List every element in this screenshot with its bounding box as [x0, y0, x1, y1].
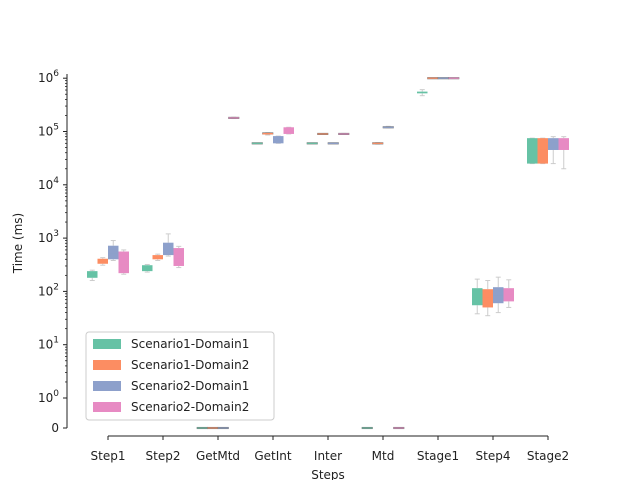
box-Scenario2-Domain2-Mtd — [393, 426, 405, 430]
legend: Scenario1-Domain1 Scenario1-Domain2 Scenar… — [85, 331, 275, 421]
legend-swatch — [93, 360, 121, 370]
box-Scenario1-Domain2-Mtd — [372, 142, 384, 145]
box-Scenario2-Domain2-GetInt — [283, 126, 294, 135]
legend-entry: Scenario1-Domain1 — [131, 337, 249, 351]
y-tick-label: 102 — [38, 282, 59, 298]
box-Scenario1-Domain2-Stage1 — [427, 77, 439, 80]
legend-entry: Scenario2-Domain2 — [131, 400, 249, 414]
box-Scenario1-Domain1-Step1 — [87, 269, 98, 282]
y-tick-label: 103 — [38, 229, 59, 245]
y-tick-label: 100 — [38, 389, 59, 405]
box-Scenario2-Domain1-Stage1 — [437, 77, 449, 80]
box-plot-area — [87, 77, 569, 430]
x-tick-label: Step2 — [146, 449, 181, 463]
legend-entry: Scenario2-Domain1 — [131, 379, 249, 393]
box-Scenario2-Domain2-GetMtd — [228, 116, 240, 120]
y-tick-label: 0 — [51, 421, 59, 435]
box-body — [527, 138, 538, 164]
box-Scenario1-Domain2-GetMtd — [207, 426, 219, 430]
y-tick-label: 105 — [38, 123, 59, 139]
y-axis-title: Time (ms) — [11, 213, 25, 275]
legend-swatch — [93, 339, 121, 349]
y-tick-label: 101 — [38, 336, 59, 352]
x-axis: Step1 Step2 GetMtd GetInt Inter Mtd Stage1 Step… — [91, 435, 569, 463]
x-ticks: Step1 Step2 GetMtd GetInt Inter Mtd Stage1 Step… — [91, 436, 569, 463]
box-Scenario1-Domain1-Step4 — [472, 278, 483, 315]
box-Scenario1-Domain2-Step2 — [152, 253, 163, 261]
box-body — [558, 138, 569, 150]
box-Scenario2-Domain1-Step2 — [163, 233, 174, 257]
box-Scenario2-Domain1-Inter — [327, 142, 339, 145]
box-Scenario1-Domain1-Step2 — [142, 263, 153, 273]
y-tick-label: 104 — [38, 176, 59, 192]
box-body — [173, 248, 184, 266]
box-body — [108, 245, 119, 260]
x-tick-label: Stage1 — [417, 449, 459, 463]
y-tick-label: 106 — [38, 69, 59, 85]
box-Scenario1-Domain2-GetInt — [262, 132, 274, 136]
y-ticks: 0 100 101 102 103 104 105 106 — [38, 69, 67, 435]
legend-frame — [85, 331, 275, 421]
box-Scenario2-Domain1-GetInt — [273, 135, 284, 144]
box-Scenario1-Domain2-Inter — [317, 132, 329, 135]
box-Scenario1-Domain2-Step4 — [482, 280, 493, 317]
y-axis: 0 100 101 102 103 104 105 106 — [38, 69, 68, 435]
box-body — [118, 251, 129, 274]
box-Scenario1-Domain1-Stage1 — [417, 89, 428, 97]
x-tick-label: GetMtd — [196, 449, 240, 463]
box-Scenario2-Domain1-Step1 — [108, 240, 119, 261]
box-Scenario1-Domain1-Inter — [306, 142, 318, 145]
x-tick-label: Inter — [314, 449, 342, 463]
box-Scenario2-Domain2-Stage1 — [448, 77, 460, 80]
box-Scenario1-Domain1-GetMtd — [196, 426, 208, 430]
box-Scenario1-Domain1-GetInt — [251, 142, 263, 145]
x-tick-label: Step1 — [91, 449, 126, 463]
legend-entry: Scenario1-Domain2 — [131, 358, 249, 372]
box-Scenario1-Domain2-Step1 — [97, 257, 108, 266]
box-body — [537, 138, 548, 164]
box-Scenario2-Domain2-Inter — [338, 132, 350, 135]
box-body — [283, 127, 294, 134]
legend-swatch — [93, 381, 121, 391]
box-Scenario2-Domain2-Step1 — [118, 249, 129, 275]
box-Scenario1-Domain2-Stage2 — [537, 137, 548, 165]
box-body — [548, 138, 559, 150]
box-Scenario2-Domain1-Step4 — [493, 276, 504, 314]
box-Scenario2-Domain1-Stage2 — [548, 136, 559, 165]
box-Scenario1-Domain1-Mtd — [361, 426, 373, 430]
x-tick-label: Mtd — [372, 449, 395, 463]
box-Scenario2-Domain2-Step2 — [173, 245, 184, 269]
x-tick-label: Step4 — [476, 449, 511, 463]
box-Scenario2-Domain1-Mtd — [382, 125, 394, 129]
legend-swatch — [93, 402, 121, 412]
box-Scenario2-Domain2-Stage2 — [558, 136, 569, 170]
x-axis-title: Steps — [311, 468, 345, 480]
x-tick-label: Stage2 — [527, 449, 569, 463]
box-Scenario1-Domain1-Stage2 — [527, 137, 538, 165]
x-tick-label: GetInt — [254, 449, 292, 463]
box-Scenario2-Domain2-Step4 — [503, 279, 514, 308]
box-Scenario2-Domain1-GetMtd — [217, 426, 229, 430]
box-body — [503, 288, 514, 302]
